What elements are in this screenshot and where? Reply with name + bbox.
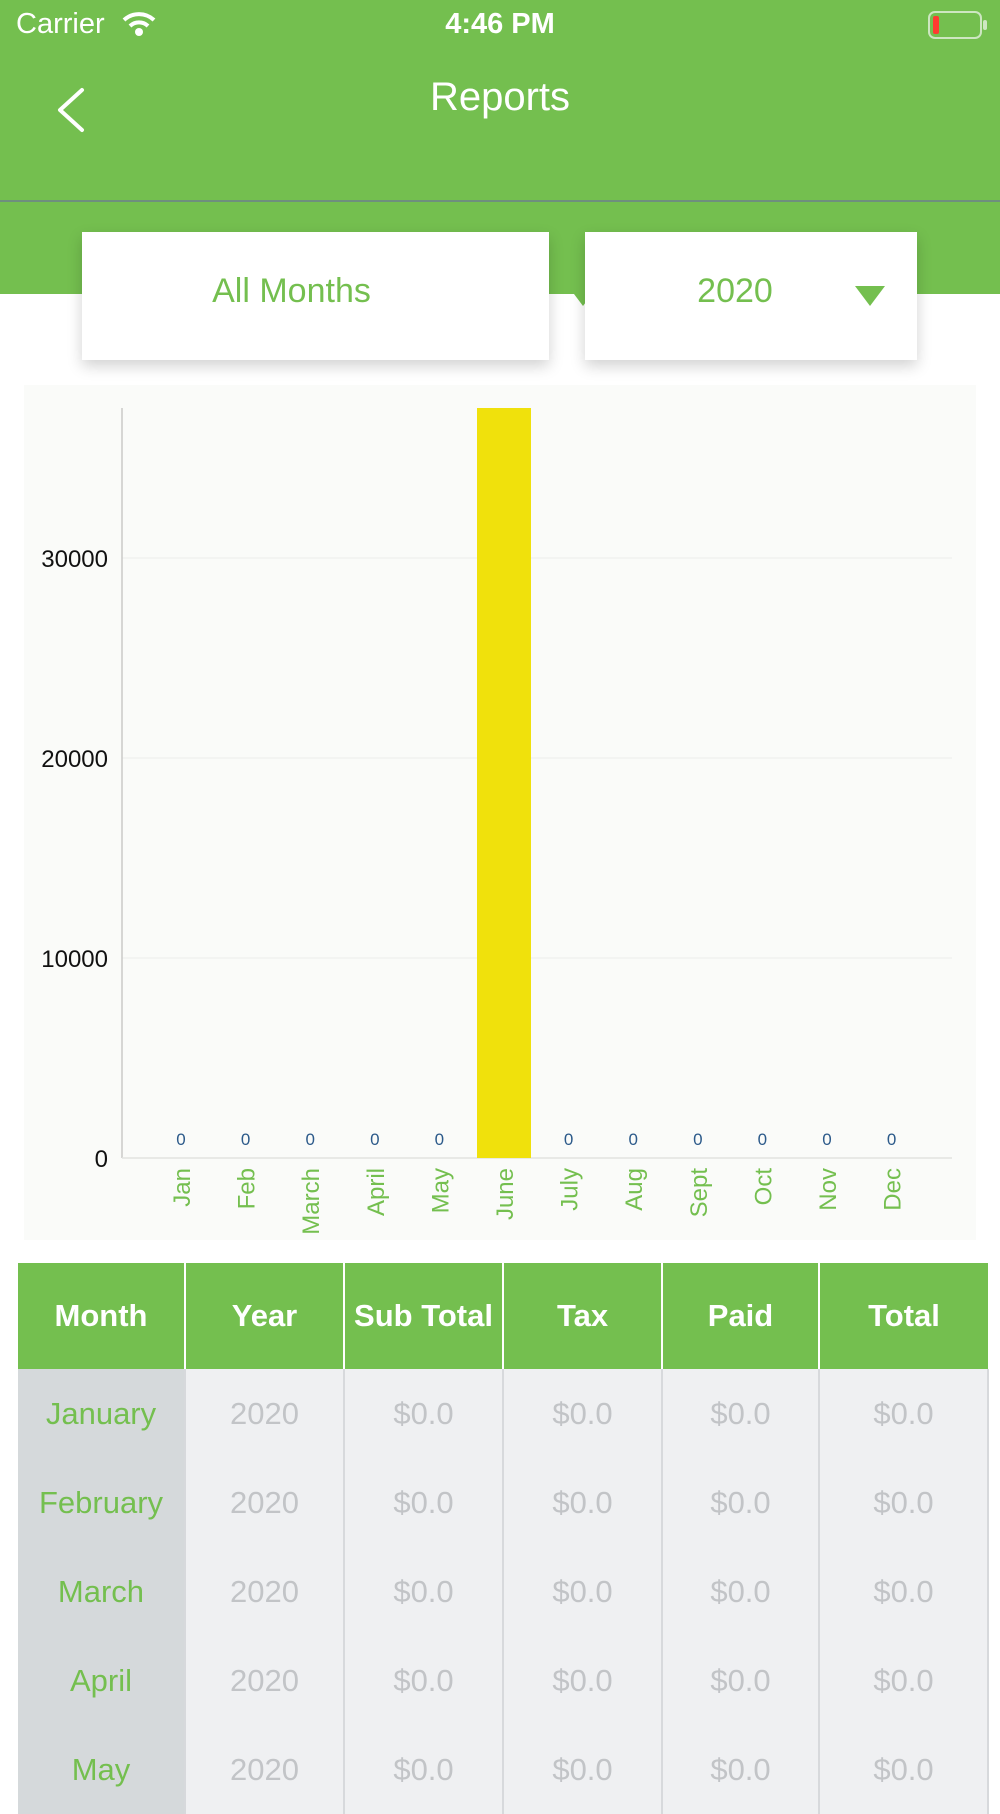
tax-cell: $0.0 (503, 1458, 663, 1547)
sub-total-cell: $0.0 (344, 1369, 504, 1458)
total-cell: $0.0 (819, 1636, 989, 1725)
bar-value-label: 0 (693, 1130, 702, 1149)
year-cell: 2020 (185, 1547, 345, 1636)
x-tick-label: Nov (815, 1168, 842, 1211)
table-row: May 2020 $0.0 $0.0 $0.0 $0.0 (18, 1725, 989, 1814)
table-row: February 2020 $0.0 $0.0 $0.0 $0.0 (18, 1458, 989, 1547)
bar-value-label: 0 (370, 1130, 379, 1149)
bar-value-label: 0 (758, 1130, 767, 1149)
report-table: Month Year Sub Total Tax Paid Total Janu… (18, 1263, 989, 1814)
navigation-bar (0, 52, 1000, 202)
y-tick-label: 0 (95, 1146, 108, 1173)
y-tick-label: 10000 (41, 946, 108, 973)
bar-june (477, 408, 531, 1158)
total-cell: $0.0 (819, 1725, 989, 1814)
wifi-icon (122, 12, 156, 36)
col-header-tax: Tax (503, 1263, 663, 1369)
table-row: April 2020 $0.0 $0.0 $0.0 $0.0 (18, 1636, 989, 1725)
sub-total-cell: $0.0 (344, 1725, 504, 1814)
x-tick-label: March (298, 1168, 325, 1235)
paid-cell: $0.0 (662, 1636, 820, 1725)
x-tick-label: Aug (621, 1168, 648, 1211)
chevron-left-icon (58, 88, 84, 132)
sub-total-cell: $0.0 (344, 1458, 504, 1547)
table-row: March 2020 $0.0 $0.0 $0.0 $0.0 (18, 1547, 989, 1636)
bar-value-label: 0 (628, 1130, 637, 1149)
year-cell: 2020 (185, 1725, 345, 1814)
month-cell: February (18, 1458, 186, 1547)
sub-total-cell: $0.0 (344, 1547, 504, 1636)
table-row: January 2020 $0.0 $0.0 $0.0 $0.0 (18, 1369, 989, 1458)
paid-cell: $0.0 (662, 1369, 820, 1458)
total-cell: $0.0 (819, 1547, 989, 1636)
x-tick-label: June (492, 1168, 519, 1220)
table-header-row: Month Year Sub Total Tax Paid Total (18, 1263, 988, 1369)
y-tick-label: 30000 (41, 546, 108, 573)
bar-value-label: 0 (176, 1130, 185, 1149)
month-cell: May (18, 1725, 186, 1814)
col-header-month: Month (18, 1263, 186, 1369)
x-tick-label: Sept (686, 1168, 713, 1218)
bar-value-label: 0 (305, 1130, 314, 1149)
year-dropdown[interactable]: 2020 (585, 232, 917, 360)
x-tick-label: April (363, 1168, 390, 1216)
total-cell: $0.0 (819, 1458, 989, 1547)
year-dropdown-value: 2020 (697, 272, 773, 310)
x-tick-label: Feb (234, 1168, 261, 1209)
month-cell: March (18, 1547, 186, 1636)
tax-cell: $0.0 (503, 1547, 663, 1636)
total-cell: $0.0 (819, 1369, 989, 1458)
battery-low-icon (928, 11, 987, 39)
y-tick-label: 20000 (41, 746, 108, 773)
month-dropdown[interactable]: All Months (82, 232, 598, 360)
bar-value-label: 0 (564, 1130, 573, 1149)
clock-time: 4:46 PM (445, 8, 555, 40)
paid-cell: $0.0 (662, 1458, 820, 1547)
year-cell: 2020 (185, 1636, 345, 1725)
back-button[interactable] (44, 70, 104, 150)
col-header-paid: Paid (662, 1263, 820, 1369)
tax-cell: $0.0 (503, 1636, 663, 1725)
x-tick-label: May (427, 1168, 454, 1213)
col-header-sub-total: Sub Total (344, 1263, 504, 1369)
year-cell: 2020 (185, 1369, 345, 1458)
monthly-bar-chart: 0 10000 20000 30000 0 Jan 0 Feb 0 March 0 April 0 May… (41, 408, 952, 1235)
x-tick-label: Jan (169, 1168, 196, 1207)
bar-value-label: 0 (822, 1130, 831, 1149)
x-tick-label: July (557, 1168, 584, 1211)
tax-cell: $0.0 (503, 1725, 663, 1814)
nav-divider (0, 200, 1000, 202)
carrier-label: Carrier (16, 8, 105, 40)
status-bar: Carrier 4:46 PM (0, 0, 1000, 52)
col-header-year: Year (185, 1263, 345, 1369)
paid-cell: $0.0 (662, 1725, 820, 1814)
year-cell: 2020 (185, 1458, 345, 1547)
x-tick-label: Dec (880, 1168, 907, 1211)
month-dropdown-value: All Months (212, 272, 371, 310)
paid-cell: $0.0 (662, 1547, 820, 1636)
bar-value-label: 0 (241, 1130, 250, 1149)
month-cell: January (18, 1369, 186, 1458)
month-cell: April (18, 1636, 186, 1725)
bar-value-label: 0 (435, 1130, 444, 1149)
caret-down-icon (855, 286, 885, 306)
sub-total-cell: $0.0 (344, 1636, 504, 1725)
col-header-total: Total (819, 1263, 988, 1369)
bar-value-label: 0 (887, 1130, 896, 1149)
page-title: Reports (429, 75, 571, 119)
x-tick-label: Oct (750, 1168, 777, 1206)
chart-panel: 0 10000 20000 30000 0 Jan 0 Feb 0 March 0 April 0 May… (24, 385, 976, 1240)
tax-cell: $0.0 (503, 1369, 663, 1458)
